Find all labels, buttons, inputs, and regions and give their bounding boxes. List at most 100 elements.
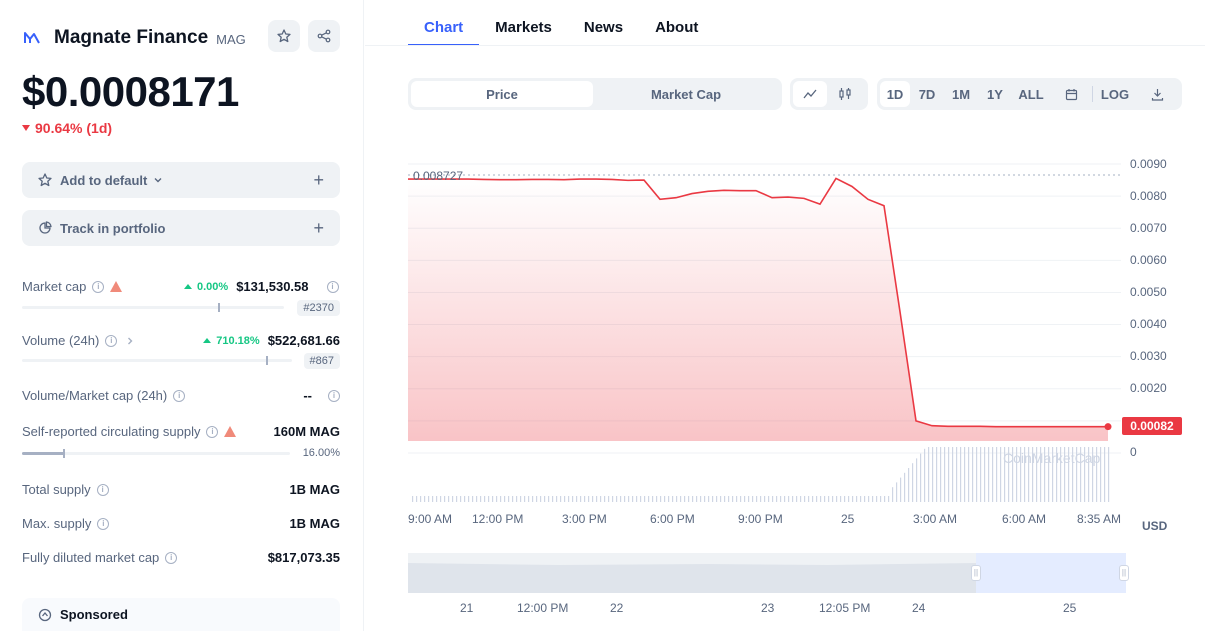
info-icon[interactable]: i bbox=[97, 517, 110, 530]
volume-bar bbox=[484, 496, 486, 502]
vol-mcap-value: -- bbox=[303, 388, 312, 403]
volume-bar bbox=[868, 496, 870, 502]
volume-bar bbox=[936, 447, 938, 502]
volume-bar bbox=[584, 496, 586, 502]
tab-news[interactable]: News bbox=[583, 19, 624, 36]
current-price-tag: 0.00082 bbox=[1122, 417, 1182, 435]
volume-bar bbox=[660, 496, 662, 502]
track-in-portfolio-button[interactable]: Track in portfolio + bbox=[22, 210, 340, 246]
navigator-left-handle[interactable]: || bbox=[971, 565, 981, 581]
sponsored-card[interactable]: Sponsored bbox=[22, 598, 340, 631]
info-icon[interactable]: i bbox=[96, 483, 109, 496]
range-all[interactable]: ALL bbox=[1018, 86, 1044, 102]
stat-label: Volume/Market cap (24h) i bbox=[22, 388, 340, 403]
range-7d[interactable]: 7D bbox=[918, 86, 936, 102]
info-icon[interactable]: i bbox=[206, 425, 219, 438]
navigator-selection[interactable] bbox=[976, 553, 1126, 593]
x-tick-label: 12:00 PM bbox=[472, 512, 524, 526]
volume-bar bbox=[556, 496, 558, 502]
price-toggle[interactable]: Price bbox=[411, 81, 593, 107]
info-icon[interactable]: i bbox=[92, 280, 105, 293]
navigator-tick-label: 23 bbox=[761, 601, 775, 615]
info-icon[interactable]: i bbox=[105, 334, 118, 347]
stat-fdmc: Fully diluted market cap i $817,073.35 bbox=[22, 550, 340, 565]
volume-bar bbox=[808, 496, 810, 502]
market-cap-value: $131,530.58 bbox=[236, 279, 309, 294]
navigator-right-handle[interactable]: || bbox=[1119, 565, 1129, 581]
volume-bar bbox=[548, 496, 550, 502]
volume-bar bbox=[1072, 447, 1074, 502]
market-cap-toggle[interactable]: Market Cap bbox=[650, 86, 722, 102]
info-icon[interactable]: i bbox=[173, 389, 186, 402]
volume-bar bbox=[512, 496, 514, 502]
coin-symbol: MAG bbox=[216, 32, 246, 47]
volume-label: Volume (24h) bbox=[22, 333, 100, 348]
watchlist-star-button[interactable] bbox=[268, 20, 300, 52]
price-change: 90.64% (1d) bbox=[22, 120, 112, 136]
volume-bar bbox=[564, 496, 566, 502]
x-tick-label: 3:00 PM bbox=[562, 512, 607, 526]
volume-bar bbox=[652, 496, 654, 502]
volume-bar bbox=[22, 356, 292, 365]
volume-bar bbox=[976, 447, 978, 502]
volume-bar bbox=[964, 447, 966, 502]
warning-icon[interactable] bbox=[110, 281, 123, 292]
volume-bar bbox=[980, 447, 982, 502]
navigator-sparkline bbox=[408, 563, 1126, 593]
range-1m[interactable]: 1M bbox=[951, 86, 971, 102]
price-chart[interactable]: CoinMarketCap bbox=[408, 133, 1121, 504]
volume-bar bbox=[924, 448, 926, 502]
info-icon[interactable]: i bbox=[165, 551, 178, 564]
navigator-tick-label: 25 bbox=[1063, 601, 1077, 615]
volume-bar bbox=[840, 496, 842, 502]
volume-bar bbox=[1044, 447, 1046, 502]
tab-about[interactable]: About bbox=[655, 19, 699, 36]
range-navigator[interactable]: || || bbox=[408, 553, 1129, 593]
volume-bar bbox=[468, 496, 470, 502]
volume-bar bbox=[820, 496, 822, 502]
range-1y[interactable]: 1Y bbox=[987, 86, 1003, 102]
volume-bar bbox=[800, 496, 802, 502]
share-button[interactable] bbox=[308, 20, 340, 52]
volume-bar bbox=[480, 496, 482, 502]
price-change-value: 90.64% (1d) bbox=[35, 120, 113, 136]
volume-bar bbox=[588, 496, 590, 502]
volume-bar bbox=[708, 496, 710, 502]
warning-icon[interactable] bbox=[224, 426, 237, 437]
pie-chart-icon bbox=[39, 221, 52, 234]
tab-markets[interactable]: Markets bbox=[495, 19, 552, 36]
volume-bar bbox=[744, 496, 746, 502]
volume-bar bbox=[572, 496, 574, 502]
info-icon[interactable]: i bbox=[326, 280, 339, 293]
add-to-default-label: Add to default bbox=[60, 172, 148, 188]
stat-volume: Volume (24h) i 710.18% $522,681.66 #867 bbox=[22, 333, 340, 373]
volume-bar bbox=[1060, 447, 1062, 502]
volume-bar bbox=[1028, 447, 1030, 502]
x-tick-label: 9:00 AM bbox=[408, 512, 453, 526]
volume-bar bbox=[988, 447, 990, 502]
info-icon[interactable]: i bbox=[328, 390, 340, 402]
add-to-default-button[interactable]: Add to default + bbox=[22, 162, 340, 198]
volume-bar bbox=[1004, 447, 1006, 502]
volume-bar bbox=[532, 496, 534, 502]
volume-bar bbox=[900, 477, 902, 502]
calendar-button[interactable] bbox=[1050, 81, 1092, 107]
volume-bar bbox=[892, 487, 894, 502]
candlestick-button[interactable] bbox=[827, 81, 863, 107]
log-scale-button[interactable]: LOG bbox=[1100, 86, 1130, 102]
volume-bar bbox=[580, 496, 582, 502]
total-supply-label: Total supply bbox=[22, 482, 91, 497]
volume-bar bbox=[832, 496, 834, 502]
chevron-right-icon[interactable] bbox=[125, 336, 135, 346]
range-1d[interactable]: 1D bbox=[880, 81, 910, 107]
volume-bar bbox=[1040, 447, 1042, 502]
circ-supply-value: 160M MAG bbox=[273, 424, 340, 439]
line-chart-button[interactable] bbox=[793, 81, 827, 107]
tab-chart[interactable]: Chart bbox=[408, 0, 480, 46]
volume-bar bbox=[428, 496, 430, 502]
download-button[interactable] bbox=[1137, 81, 1177, 107]
volume-bar bbox=[1012, 447, 1014, 502]
volume-bar bbox=[1056, 447, 1058, 502]
circ-supply-bar-marker bbox=[63, 449, 65, 458]
volume-bar bbox=[1096, 447, 1098, 502]
